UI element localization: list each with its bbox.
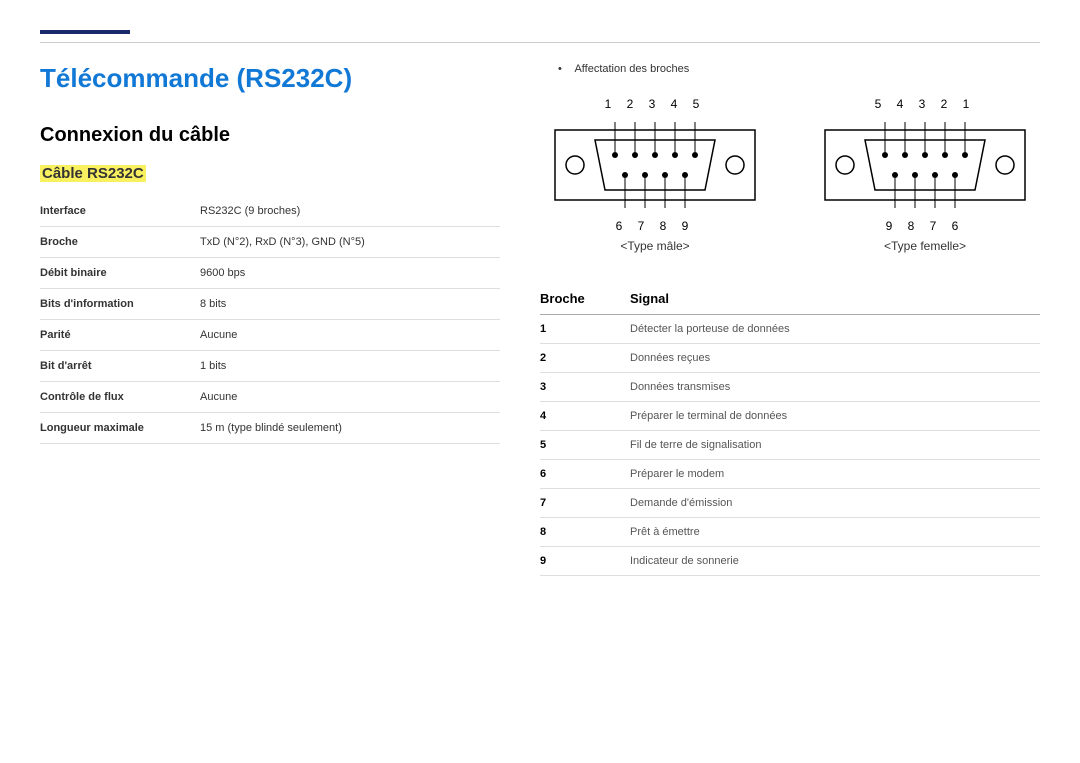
signal-text: Détecter la porteuse de données bbox=[630, 315, 1040, 344]
spec-row: InterfaceRS232C (9 broches) bbox=[40, 196, 500, 227]
spec-row: Débit binaire9600 bps bbox=[40, 258, 500, 289]
db9-female-icon bbox=[820, 115, 1030, 215]
right-column: • Affectation des broches 1 2 3 4 5 bbox=[540, 63, 1040, 576]
signal-pin: 8 bbox=[540, 518, 630, 547]
female-bottom-labels: 9 8 7 6 bbox=[810, 219, 1040, 233]
spec-label: Parité bbox=[40, 320, 200, 351]
spec-value: RS232C (9 broches) bbox=[200, 196, 500, 227]
spec-label: Broche bbox=[40, 227, 200, 258]
signal-row: 7Demande d'émission bbox=[540, 489, 1040, 518]
section-heading: Connexion du câble bbox=[40, 124, 500, 147]
spec-label: Débit binaire bbox=[40, 258, 200, 289]
pin-assignment-bullet: • Affectation des broches bbox=[558, 63, 1040, 75]
header-divider bbox=[40, 42, 1040, 43]
spec-label: Bits d'information bbox=[40, 289, 200, 320]
signal-pin: 1 bbox=[540, 315, 630, 344]
signal-row: 5Fil de terre de signalisation bbox=[540, 431, 1040, 460]
sub-heading-cable: Câble RS232C bbox=[40, 165, 146, 182]
male-top-labels: 1 2 3 4 5 bbox=[540, 97, 770, 111]
signal-header-pin: Broche bbox=[540, 283, 630, 315]
signal-pin: 9 bbox=[540, 547, 630, 576]
spec-label: Contrôle de flux bbox=[40, 382, 200, 413]
signal-header-signal: Signal bbox=[630, 283, 1040, 315]
spec-value: 8 bits bbox=[200, 289, 500, 320]
signal-text: Préparer le terminal de données bbox=[630, 402, 1040, 431]
signal-pin: 4 bbox=[540, 402, 630, 431]
bullet-text: Affectation des broches bbox=[574, 63, 689, 75]
spec-row: Bit d'arrêt1 bits bbox=[40, 351, 500, 382]
page-title: Télécommande (RS232C) bbox=[40, 63, 500, 94]
signal-text: Données transmises bbox=[630, 373, 1040, 402]
spec-value: Aucune bbox=[200, 320, 500, 351]
spec-row: ParitéAucune bbox=[40, 320, 500, 351]
spec-row: Bits d'information8 bits bbox=[40, 289, 500, 320]
spec-value: 9600 bps bbox=[200, 258, 500, 289]
signal-pin: 7 bbox=[540, 489, 630, 518]
spec-label: Bit d'arrêt bbox=[40, 351, 200, 382]
signal-text: Indicateur de sonnerie bbox=[630, 547, 1040, 576]
left-column: Télécommande (RS232C) Connexion du câble… bbox=[40, 63, 500, 576]
spec-row: Contrôle de fluxAucune bbox=[40, 382, 500, 413]
bullet-icon: • bbox=[558, 63, 572, 75]
signal-text: Préparer le modem bbox=[630, 460, 1040, 489]
header-accent-bar bbox=[40, 30, 130, 34]
signal-pin: 6 bbox=[540, 460, 630, 489]
signal-row: 3Données transmises bbox=[540, 373, 1040, 402]
female-top-labels: 5 4 3 2 1 bbox=[810, 97, 1040, 111]
spec-value: 15 m (type blindé seulement) bbox=[200, 413, 500, 444]
signal-pin: 3 bbox=[540, 373, 630, 402]
spec-label: Interface bbox=[40, 196, 200, 227]
signal-row: 8Prêt à émettre bbox=[540, 518, 1040, 547]
spec-label: Longueur maximale bbox=[40, 413, 200, 444]
connector-male: 1 2 3 4 5 bbox=[540, 93, 770, 253]
db9-male-icon bbox=[550, 115, 760, 215]
spec-value: Aucune bbox=[200, 382, 500, 413]
content-columns: Télécommande (RS232C) Connexion du câble… bbox=[40, 63, 1040, 576]
connector-diagrams: 1 2 3 4 5 bbox=[540, 93, 1040, 253]
signal-row: 1Détecter la porteuse de données bbox=[540, 315, 1040, 344]
signal-table: Broche Signal 1Détecter la porteuse de d… bbox=[540, 283, 1040, 576]
connector-female: 5 4 3 2 1 9 8 7 6 <Type bbox=[810, 93, 1040, 253]
male-bottom-labels: 6 7 8 9 bbox=[540, 219, 770, 233]
spec-row: Longueur maximale15 m (type blindé seule… bbox=[40, 413, 500, 444]
signal-pin: 2 bbox=[540, 344, 630, 373]
signal-row: 6Préparer le modem bbox=[540, 460, 1040, 489]
female-type-label: <Type femelle> bbox=[810, 239, 1040, 253]
spec-value: 1 bits bbox=[200, 351, 500, 382]
signal-row: 2Données reçues bbox=[540, 344, 1040, 373]
signal-text: Prêt à émettre bbox=[630, 518, 1040, 547]
spec-table: InterfaceRS232C (9 broches)BrocheTxD (N°… bbox=[40, 196, 500, 444]
signal-text: Données reçues bbox=[630, 344, 1040, 373]
signal-text: Demande d'émission bbox=[630, 489, 1040, 518]
spec-value: TxD (N°2), RxD (N°3), GND (N°5) bbox=[200, 227, 500, 258]
signal-pin: 5 bbox=[540, 431, 630, 460]
signal-row: 4Préparer le terminal de données bbox=[540, 402, 1040, 431]
male-type-label: <Type mâle> bbox=[540, 239, 770, 253]
signal-text: Fil de terre de signalisation bbox=[630, 431, 1040, 460]
spec-row: BrocheTxD (N°2), RxD (N°3), GND (N°5) bbox=[40, 227, 500, 258]
signal-row: 9Indicateur de sonnerie bbox=[540, 547, 1040, 576]
